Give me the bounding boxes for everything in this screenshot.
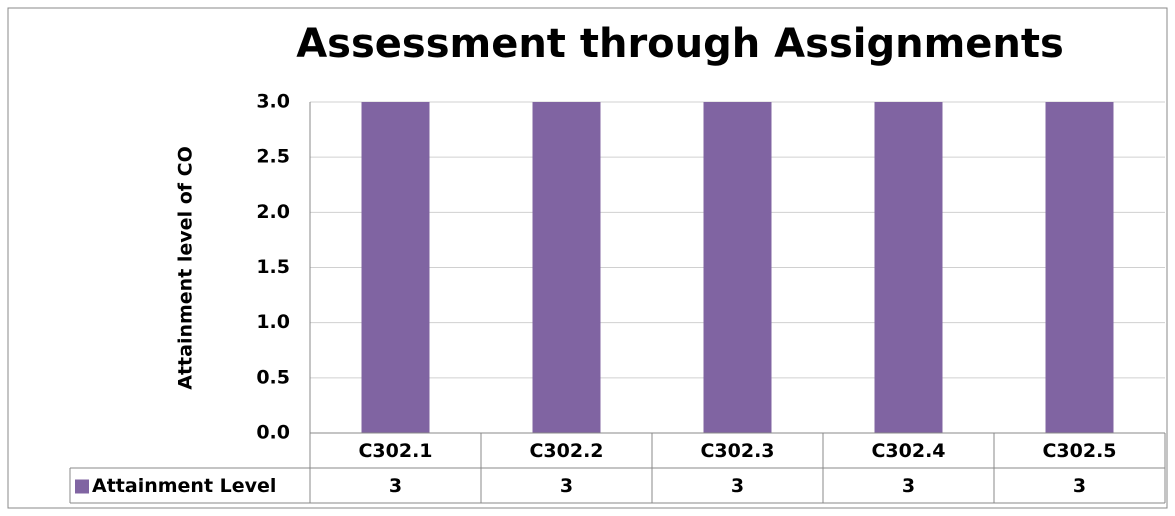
data-table-value: 3 [389, 475, 402, 497]
x-tick-label: C302.4 [871, 440, 945, 462]
bar [532, 102, 601, 433]
bar [1045, 102, 1114, 433]
y-tick-label: 1.5 [256, 256, 290, 278]
y-tick-label: 0.0 [256, 422, 290, 444]
chart-title: Assessment through Assignments [296, 21, 1064, 67]
x-tick-label: C302.5 [1042, 440, 1116, 462]
data-table-value: 3 [731, 475, 744, 497]
data-table-value: 3 [560, 475, 573, 497]
y-tick-label: 3.0 [256, 91, 290, 113]
y-tick-label: 2.5 [256, 146, 290, 168]
bar [703, 102, 772, 433]
y-tick-label: 1.0 [256, 311, 290, 333]
legend-swatch [75, 479, 89, 494]
y-tick-label: 0.5 [256, 366, 290, 388]
bar [361, 102, 430, 433]
y-axis-label: Attainment level of CO [175, 146, 197, 389]
data-table-value: 3 [902, 475, 915, 497]
x-tick-label: C302.1 [358, 440, 432, 462]
legend-label: Attainment Level [92, 475, 276, 497]
y-tick-label: 2.0 [256, 201, 290, 223]
bar [874, 102, 943, 433]
x-tick-label: C302.2 [529, 440, 603, 462]
x-tick-label: C302.3 [700, 440, 774, 462]
data-table-value: 3 [1073, 475, 1086, 497]
